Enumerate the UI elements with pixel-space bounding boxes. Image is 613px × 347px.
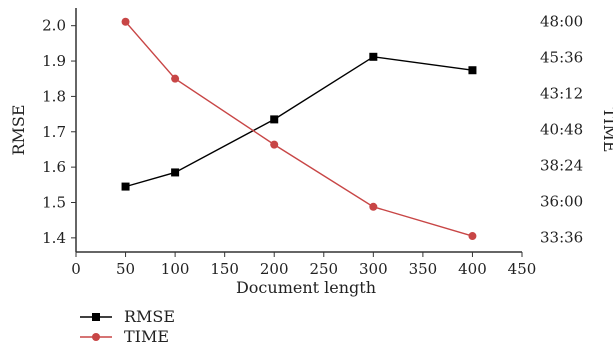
left-y-tick-label: 1.5 [42, 193, 66, 211]
left-y-axis-label: RMSE [9, 104, 28, 155]
data-point-time [369, 202, 378, 211]
legend: RMSE TIME [80, 307, 175, 346]
legend-item-time: TIME [80, 327, 169, 346]
data-point-time [171, 74, 180, 83]
right-y-tick-label: 43:12 [540, 85, 583, 103]
legend-rmse-marker [92, 313, 100, 321]
plot-area [75, 8, 522, 253]
x-axis-label: Document length [236, 278, 376, 297]
right-y-tick-label: 33:36 [540, 229, 583, 247]
left-y-tick-label: 1.7 [42, 123, 66, 141]
x-tick-label: 450 [508, 260, 537, 278]
left-y-tick-label: 1.6 [42, 158, 66, 176]
x-tick-label: 250 [309, 260, 338, 278]
left-y-tick-label: 1.9 [42, 52, 66, 70]
data-point-rmse [369, 52, 378, 61]
right-y-tick-label: 38:24 [540, 157, 583, 175]
right-y-tick-label: 48:00 [540, 13, 583, 31]
data-point-time [270, 140, 279, 149]
x-tick-label: 400 [458, 260, 487, 278]
legend-time-label: TIME [124, 327, 169, 346]
x-tick-label: 200 [260, 260, 289, 278]
legend-item-rmse: RMSE [80, 307, 175, 326]
x-tick-label: 350 [409, 260, 438, 278]
data-point-rmse [270, 115, 279, 124]
right-y-ticks: 33:36 36:00 38:24 40:48 43:12 45:36 48:00 [540, 13, 583, 247]
x-ticks: 0 50 100 150 200 250 300 350 400 450 [71, 252, 536, 278]
right-y-tick-label: 40:48 [540, 121, 583, 139]
x-tick-label: 0 [71, 260, 81, 278]
x-tick-label: 50 [116, 260, 135, 278]
left-y-tick-label: 1.4 [42, 229, 66, 247]
right-y-tick-label: 45:36 [540, 49, 583, 67]
legend-rmse-label: RMSE [124, 307, 175, 326]
data-point-time [121, 17, 130, 26]
x-tick-label: 300 [359, 260, 388, 278]
data-point-rmse [121, 182, 130, 191]
left-y-ticks: 1.4 1.5 1.6 1.7 1.8 1.9 2.0 [42, 17, 76, 247]
x-tick-label: 100 [161, 260, 190, 278]
series-line-time [125, 21, 473, 237]
data-point-rmse [468, 66, 477, 75]
data-point-rmse [171, 168, 180, 177]
right-y-axis-label: TIME [600, 107, 613, 152]
data-point-time [468, 232, 477, 241]
x-tick-label: 150 [210, 260, 239, 278]
left-y-tick-label: 1.8 [42, 87, 66, 105]
legend-time-marker [92, 333, 100, 341]
left-y-tick-label: 2.0 [42, 17, 66, 35]
series-layer [121, 17, 477, 241]
right-y-tick-label: 36:00 [540, 193, 583, 211]
